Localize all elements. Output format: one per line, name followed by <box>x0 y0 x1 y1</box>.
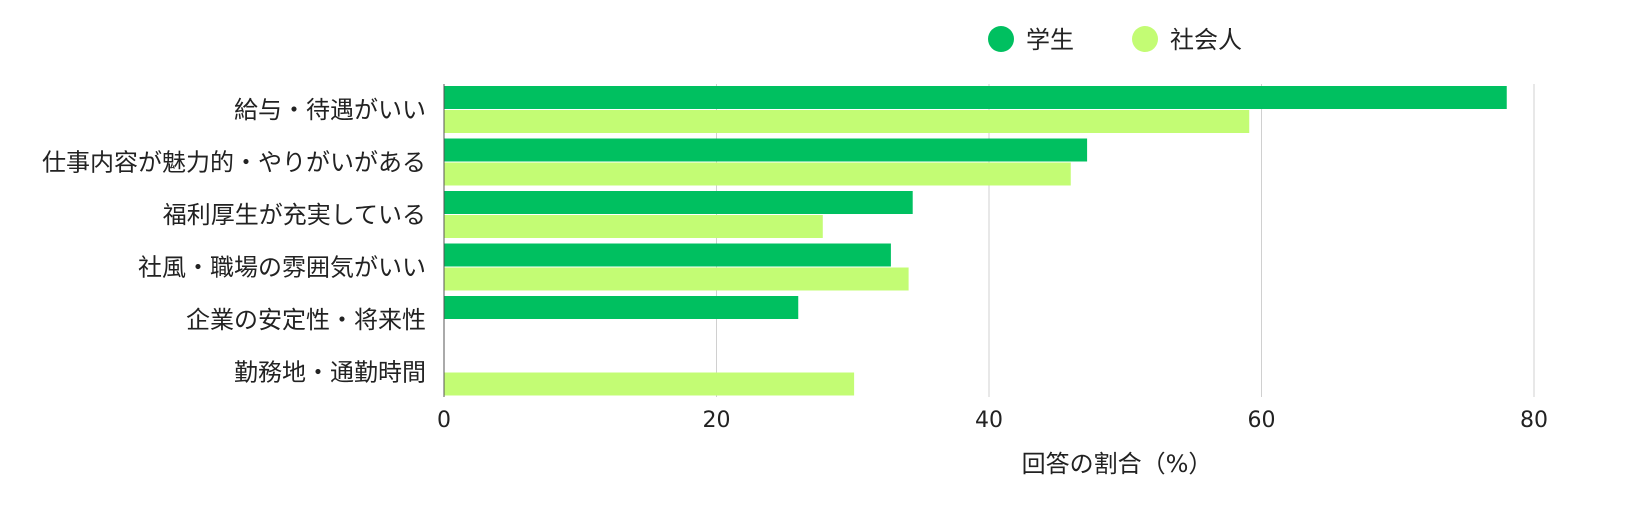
x-tick-label: 60 <box>1248 408 1276 433</box>
bar-worker <box>444 372 855 396</box>
bar-worker <box>444 162 1071 186</box>
x-tick-label: 0 <box>437 408 451 433</box>
x-tick-label: 20 <box>703 408 731 433</box>
legend-label-worker: 社会人 <box>1170 26 1242 54</box>
x-tick-label: 40 <box>975 408 1003 433</box>
x-axis-title: 回答の割合（%） <box>1022 450 1213 478</box>
category-label: 社風・職場の雰囲気がいい <box>138 254 426 282</box>
legend-marker-student <box>988 26 1014 52</box>
bar-student <box>444 243 891 267</box>
bar-student <box>444 86 1507 109</box>
category-label: 企業の安定性・将来性 <box>186 306 426 334</box>
legend: 学生 社会人 <box>988 26 1242 54</box>
bar-student <box>444 191 913 214</box>
bar-student <box>444 296 799 319</box>
bar-worker <box>444 267 909 291</box>
legend-marker-worker <box>1132 26 1158 52</box>
category-label: 勤務地・通勤時間 <box>234 359 426 387</box>
grid-lines <box>716 84 1535 397</box>
legend-label-student: 学生 <box>1026 26 1074 54</box>
axes: 0 20 40 60 80 給与・待遇がいい仕事内容が魅力的・やりがいがある福利厚生が充実… <box>42 84 1548 433</box>
category-label: 仕事内容が魅力的・やりがいがある <box>42 149 426 177</box>
bars <box>444 86 1507 396</box>
bar-worker <box>444 110 1250 133</box>
bar-worker <box>444 215 823 238</box>
category-label: 給与・待遇がいい <box>234 96 426 124</box>
x-tick-label: 80 <box>1520 408 1548 433</box>
bar-student <box>444 138 1088 162</box>
category-label: 福利厚生が充実している <box>163 201 426 229</box>
